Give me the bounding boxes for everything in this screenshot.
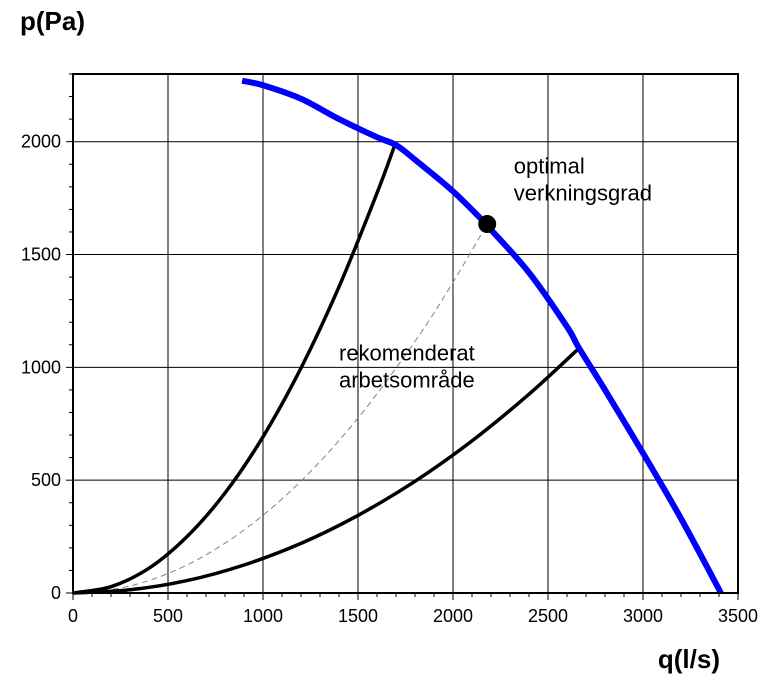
x-tick-label: 500	[153, 606, 183, 626]
x-tick-label: 0	[68, 606, 78, 626]
x-tick-label: 1500	[338, 606, 378, 626]
optimal-point	[478, 215, 497, 234]
y-tick-label: 500	[31, 470, 61, 490]
annotation-range-line: arbetsområde	[339, 368, 475, 393]
tick-labels: 0 500 1000 1500 2000 2500 3000 3500 0 500 1000 1500…	[21, 132, 758, 626]
series	[72, 77, 724, 595]
fan-curve	[241, 77, 724, 595]
y-tick-label: 1000	[21, 357, 61, 377]
annotation-optimal-line: verkningsgrad	[514, 180, 652, 205]
x-tick-label: 3000	[623, 606, 663, 626]
x-tick-label: 3500	[718, 606, 758, 626]
annotation-optimal-line: optimal	[514, 153, 585, 178]
system-curve-lower	[72, 347, 580, 595]
y-tick-label: 0	[51, 583, 61, 603]
x-tick-label: 1000	[243, 606, 283, 626]
plot-frame	[72, 73, 739, 594]
system-curve-upper	[72, 141, 398, 595]
x-tick-label: 2000	[433, 606, 473, 626]
x-tick-label: 2500	[528, 606, 568, 626]
y-tick-label: 2000	[21, 132, 61, 152]
annotation-range-line: rekomenderat	[339, 341, 475, 366]
grid	[73, 74, 738, 593]
points	[478, 215, 497, 234]
y-tick-label: 1500	[21, 245, 61, 265]
optimal-system-curve	[72, 223, 488, 594]
y-axis-title: p(Pa)	[20, 6, 85, 36]
x-axis-title: q(l/s)	[658, 644, 720, 674]
